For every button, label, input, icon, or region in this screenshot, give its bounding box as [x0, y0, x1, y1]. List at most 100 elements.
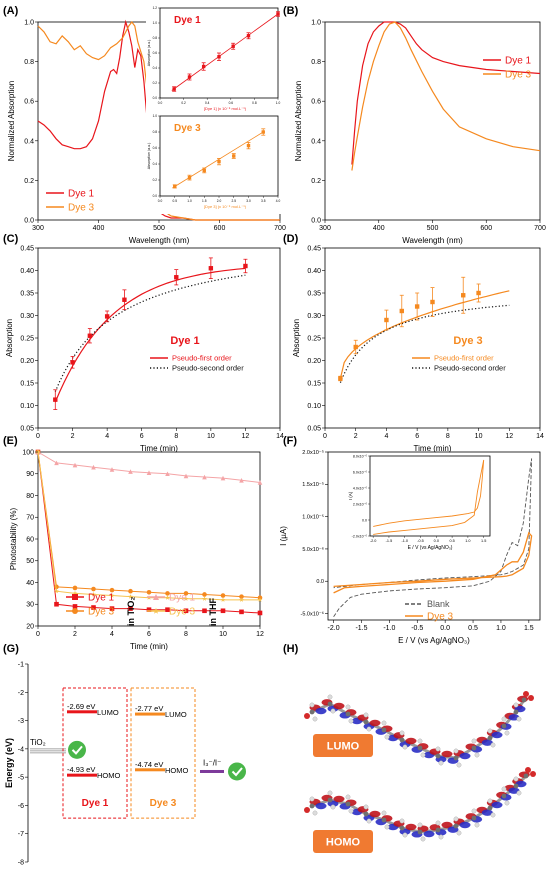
a-series-dye-3: [37, 21, 280, 221]
f-inset-y-tick-label: 8.0x10⁻⁶: [353, 454, 368, 458]
h-homo-molecule-orbital-lobe: [459, 821, 471, 829]
c-y-axis-label: Absorption: [5, 319, 14, 357]
h-lumo-molecule-hydrogen-atom: [366, 726, 372, 732]
g-dye-name: Dye 1: [82, 798, 109, 809]
d-y-tick-label: 0.30: [307, 313, 321, 320]
h-homo-molecule-orbital-lobe: [423, 830, 435, 838]
b-series-dye-1: [351, 21, 541, 165]
chart-panel-d: 0 2 4 6 8 10 12 14 0.05 0.10 0.15 0.20 0.25 0.30 0.35 0…: [292, 245, 544, 453]
e-y-tick-label: 40: [26, 580, 34, 587]
d-x-tick-label: 14: [536, 433, 544, 440]
a-x-tick-label: 300: [32, 225, 44, 232]
a-inset-y-tick-label: 0.6: [153, 51, 158, 55]
h-homo-tag-label: HOMO: [326, 837, 361, 849]
e-x-tick-label: 0: [36, 631, 40, 638]
a-inset-point: [173, 184, 177, 189]
f-inset-x-tick-label: 0.5: [449, 539, 454, 543]
e-series-marker: [91, 591, 96, 597]
h-homo-molecule-hydrogen-atom: [345, 794, 351, 800]
e-series-marker: [183, 596, 189, 601]
e-y-axis-label: Photostability (%): [9, 508, 18, 571]
g-redox-label: I₃⁻/I⁻: [203, 758, 221, 767]
a-inset-x-tick-label: 0.8: [252, 101, 257, 105]
h-homo-molecule-orbital-lobe: [405, 823, 417, 831]
g-y-tick-label: -7: [18, 831, 24, 838]
h-lumo-molecule-carbon-atom: [501, 723, 507, 729]
c-x-tick-label: 6: [140, 433, 144, 440]
d-y-tick-label: 0.05: [307, 425, 321, 432]
f-inset-y-tick-label: 2.0x10⁻⁶: [353, 502, 368, 506]
g-lumo-word: LUMO: [97, 708, 119, 717]
a-y-tick-label: 0.0: [24, 217, 34, 224]
h-lumo-molecule-orbital-lobe: [441, 750, 453, 758]
h-homo-molecule-hydrogen-atom: [471, 808, 477, 814]
g-dye-name: Dye 3: [150, 798, 177, 809]
a-y-tick-label: 0.2: [24, 178, 34, 185]
h-homo-molecule-carbon-atom: [327, 797, 333, 803]
h-homo-molecule-hydrogen-atom: [363, 804, 369, 810]
h-homo-molecule-hydrogen-atom: [384, 824, 390, 830]
b-x-tick-label: 600: [480, 225, 492, 232]
panel-label-C: (C): [3, 233, 19, 245]
e-series-marker: [165, 595, 170, 600]
a-inset-y-tick-label: 0.4: [153, 66, 158, 70]
h-homo-molecule-carbon-atom: [453, 823, 459, 829]
a-inset-point: [231, 44, 235, 48]
h-homo-molecule-orbital-lobe: [333, 795, 345, 803]
h-homo-molecule-oxygen-atom: [304, 807, 310, 813]
h-lumo-molecule-carbon-atom: [363, 719, 369, 725]
g-y-axis-label: Energy (eV): [4, 738, 14, 788]
h-lumo-molecule-carbon-atom: [399, 737, 405, 743]
h-lumo-molecule-carbon-atom: [345, 711, 351, 717]
f-x-tick-label: 0.5: [468, 625, 478, 632]
f-inset-x-tick-label: 0.0: [434, 539, 439, 543]
e-legend-2-label: Dye 1: [169, 593, 196, 604]
h-lumo-molecule-orbital-lobe: [459, 752, 471, 760]
e-y-tick-label: 90: [26, 471, 34, 478]
d-x-tick-label: 2: [354, 433, 358, 440]
a-inset-x-tick-label: 2.5: [232, 199, 237, 203]
a-inset-x-tick-label: 3.5: [261, 199, 266, 203]
e-series-marker: [239, 594, 244, 599]
e-series-marker: [220, 608, 226, 614]
g-y-tick-label: -4: [18, 746, 24, 753]
a-inset-y-tick-label: 1.0: [153, 114, 158, 118]
b-y-tick-label: 0.2: [311, 178, 321, 185]
h-lumo-molecule-hydrogen-atom: [420, 752, 426, 758]
g-check-icon-tio2-mark: [71, 745, 83, 755]
e-series-marker: [202, 596, 207, 601]
h-lumo-molecule-orbital-lobe: [333, 702, 345, 710]
h-homo-molecule-carbon-atom: [435, 827, 441, 833]
e-series-marker: [128, 469, 133, 474]
d-y-tick-label: 0.15: [307, 380, 321, 387]
a-inset-y-tick-label: 0.8: [153, 36, 158, 40]
g-lumo-value: -2.69 eV: [67, 702, 95, 711]
f-y-axis-label: I (µA): [279, 526, 288, 546]
c-fit-first: [54, 267, 246, 403]
f-inset-x-tick-label: 1.0: [465, 539, 470, 543]
a-inset-point: [246, 143, 251, 148]
e-legend-3-marker: [152, 607, 160, 614]
h-lumo-molecule-oxygen-atom: [304, 713, 310, 719]
h-homo-molecule-hydrogen-atom: [513, 776, 519, 782]
chart-panel-a: 300 400 500 600 700 0.0 0.2 0.4 0.6 0.8 1.0 Wavelen…: [7, 6, 286, 245]
h-lumo-molecule-carbon-atom: [309, 709, 315, 715]
e-series-marker: [257, 610, 263, 616]
panel-label-F: (F): [283, 435, 297, 447]
h-homo-molecule-hydrogen-atom: [399, 818, 405, 824]
a-inset-x-tick-label: 0.0: [158, 101, 163, 105]
g-y-tick-label: -6: [18, 803, 24, 810]
e-x-tick-label: 2: [73, 631, 77, 638]
f-y-tick-label: 1.5x10⁻⁵: [302, 481, 324, 488]
f-y-tick-label: 0.0: [316, 579, 324, 585]
f-inset-x-tick-label: -2.0: [370, 539, 377, 543]
a-inset-x-tick-label: 2.0: [217, 199, 222, 203]
h-lumo-molecule-hydrogen-atom: [490, 742, 496, 748]
e-series-marker: [257, 597, 263, 602]
a-inset-x-tick-label: 1.0: [276, 101, 281, 105]
d-data-point: [461, 293, 466, 298]
e-series-marker: [202, 592, 207, 597]
e-series-marker: [165, 607, 170, 612]
e-series-marker: [220, 597, 226, 602]
d-legend-second-label: Pseudo-second order: [434, 364, 506, 373]
